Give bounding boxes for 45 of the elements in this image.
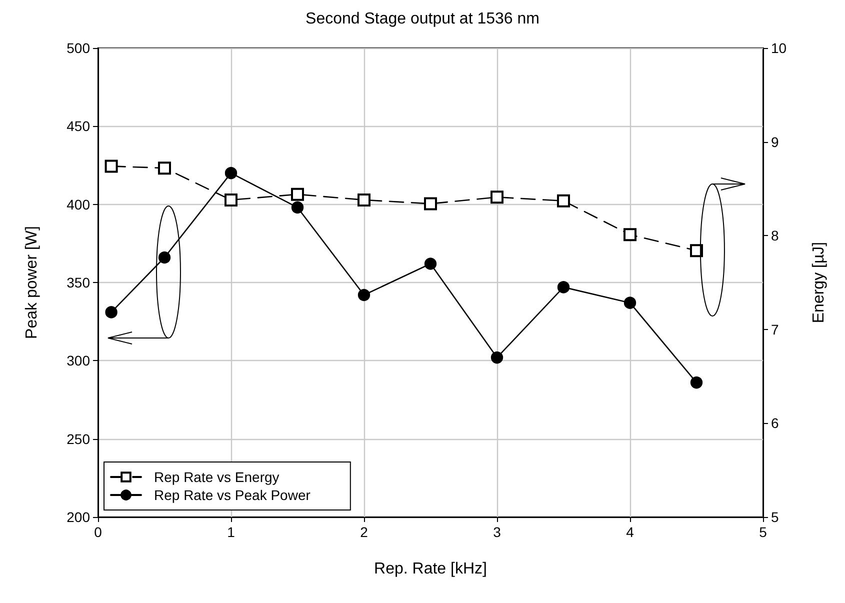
point xyxy=(557,194,570,208)
y-tick-label: 300 xyxy=(66,352,90,369)
point xyxy=(224,166,238,180)
point xyxy=(104,160,118,173)
point xyxy=(158,162,171,175)
y-tick-label: 200 xyxy=(66,509,90,525)
point xyxy=(424,258,437,270)
point xyxy=(690,244,703,258)
point xyxy=(291,201,304,214)
y-axis-title: Peak power [W] xyxy=(24,226,40,339)
point xyxy=(424,197,437,210)
y-tick-label: 250 xyxy=(66,430,90,447)
point xyxy=(358,288,370,302)
chart-title: Second Stage output at 1536 nm xyxy=(306,10,540,28)
y-tick-label: 350 xyxy=(66,274,90,290)
point xyxy=(224,193,238,206)
point xyxy=(690,376,703,389)
y2-tick-label: 6 xyxy=(771,415,779,432)
point xyxy=(490,351,504,364)
x-tick-label: 3 xyxy=(493,524,502,540)
point xyxy=(105,306,118,318)
y2-tick-label: 9 xyxy=(771,134,779,150)
point xyxy=(624,228,636,242)
legend-label: Rep Rate vs Energy xyxy=(154,469,280,485)
y-tick-label: 400 xyxy=(66,196,90,212)
point xyxy=(557,281,570,294)
y2-axis-title: Energy [µJ] xyxy=(810,242,828,324)
point xyxy=(624,296,636,309)
y2-tick-label: 5 xyxy=(771,509,779,525)
x-tick-label: 1 xyxy=(227,524,236,540)
x-tick-label: 4 xyxy=(626,524,634,540)
y-tick-label: 450 xyxy=(66,118,90,134)
point xyxy=(358,193,370,206)
y2-tick-label: 10 xyxy=(771,40,787,56)
y2-tick-label: 7 xyxy=(771,321,779,338)
point xyxy=(158,251,171,264)
x-tick-label: 0 xyxy=(94,524,102,540)
point xyxy=(490,190,504,204)
x-tick-label: 2 xyxy=(360,524,368,540)
point xyxy=(291,188,304,201)
y-tick-label: 500 xyxy=(66,40,90,56)
legend-label: Rep Rate vs Peak Power xyxy=(154,487,311,503)
x-tick-label: 5 xyxy=(759,524,768,540)
x-axis-title: Rep. Rate [kHz] xyxy=(374,560,487,578)
y2-tick-label: 8 xyxy=(771,228,779,244)
